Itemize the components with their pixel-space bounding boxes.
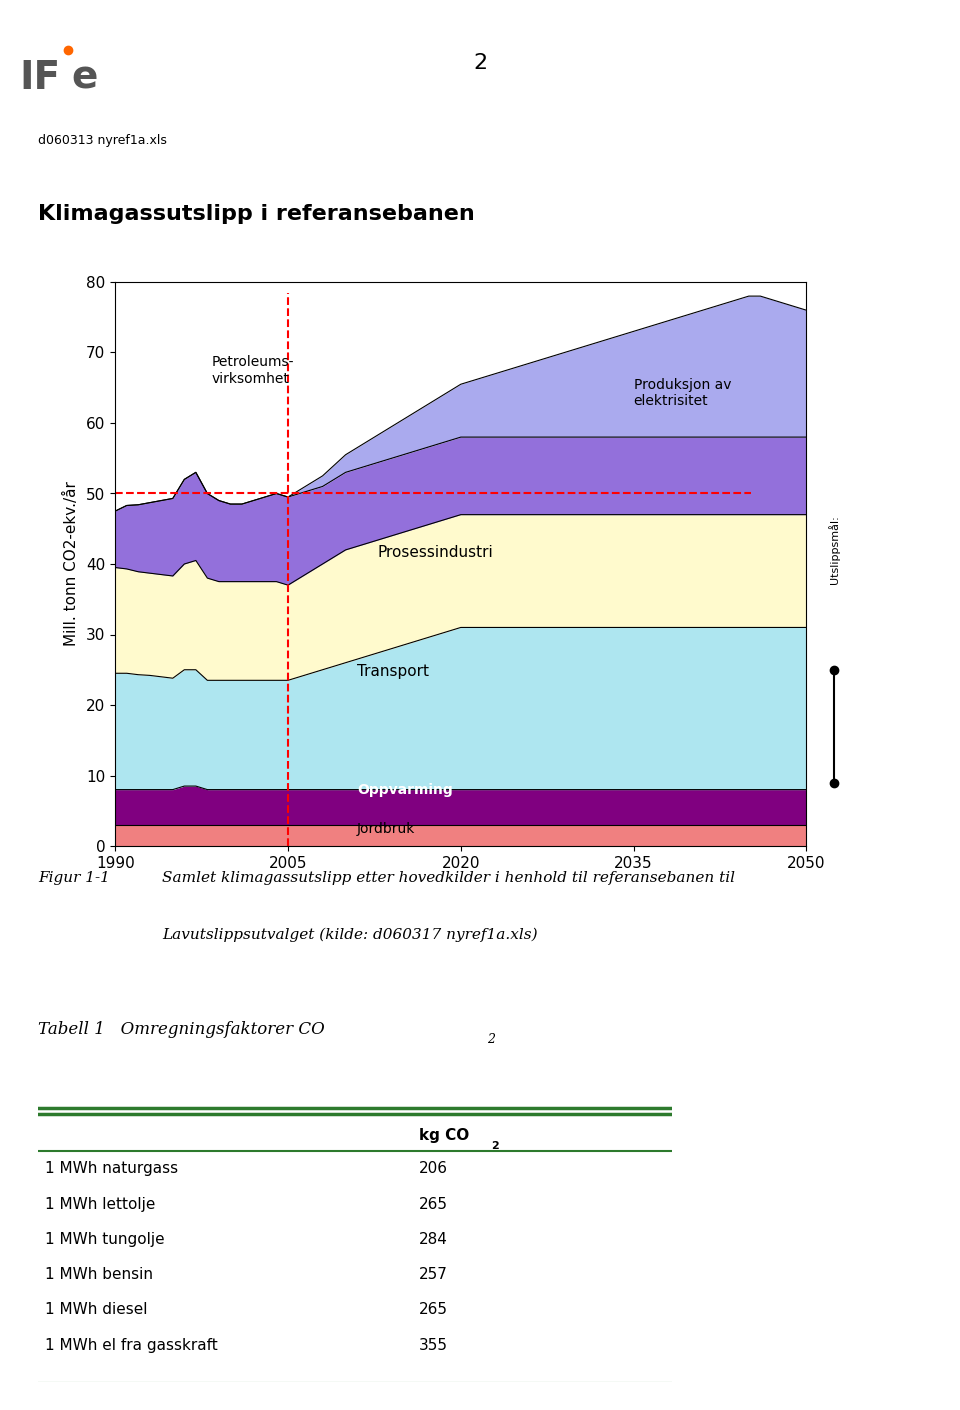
Text: 206: 206 <box>419 1162 447 1176</box>
Text: kg CO: kg CO <box>419 1128 468 1142</box>
Text: Transport: Transport <box>357 664 429 678</box>
Text: 1 MWh tungolje: 1 MWh tungolje <box>45 1232 164 1246</box>
Text: Lavutslippsutvalget (kilde: d060317 nyref1a.xls): Lavutslippsutvalget (kilde: d060317 nyre… <box>162 928 538 942</box>
Text: Jordbruk: Jordbruk <box>357 822 416 836</box>
Text: 265: 265 <box>419 1197 447 1211</box>
Text: 2: 2 <box>492 1141 499 1152</box>
Text: 2: 2 <box>487 1032 495 1046</box>
Text: 1 MWh diesel: 1 MWh diesel <box>45 1303 147 1317</box>
Text: Samlet klimagassutslipp etter hovedkilder i henhold til referansebanen til: Samlet klimagassutslipp etter hovedkilde… <box>162 871 735 885</box>
Text: 265: 265 <box>419 1303 447 1317</box>
Text: Oppvarming: Oppvarming <box>357 783 453 797</box>
Y-axis label: Mill. tonn CO2-ekv./år: Mill. tonn CO2-ekv./år <box>64 482 79 646</box>
Text: Petroleums-
virksomhet: Petroleums- virksomhet <box>212 355 295 385</box>
Text: 1 MWh naturgass: 1 MWh naturgass <box>45 1162 178 1176</box>
Text: 257: 257 <box>419 1268 447 1282</box>
Text: Utslippsmål:: Utslippsmål: <box>828 516 840 584</box>
Text: 2: 2 <box>473 54 487 73</box>
Text: Tabell 1   Omregningsfaktorer CO: Tabell 1 Omregningsfaktorer CO <box>38 1021 325 1038</box>
Text: 355: 355 <box>419 1338 447 1352</box>
Text: 284: 284 <box>419 1232 447 1246</box>
Text: Figur 1-1: Figur 1-1 <box>38 871 110 885</box>
Text: Klimagassutslipp i referansebanen: Klimagassutslipp i referansebanen <box>38 204 475 224</box>
Text: Produksjon av
elektrisitet: Produksjon av elektrisitet <box>634 378 732 407</box>
Text: Prosessindustri: Prosessindustri <box>378 546 493 560</box>
Text: 1 MWh el fra gasskraft: 1 MWh el fra gasskraft <box>45 1338 218 1352</box>
Text: IF: IF <box>19 59 60 96</box>
Text: 1 MWh bensin: 1 MWh bensin <box>45 1268 153 1282</box>
Text: 1 MWh lettolje: 1 MWh lettolje <box>45 1197 156 1211</box>
Text: d060313 nyref1a.xls: d060313 nyref1a.xls <box>38 134 167 147</box>
Text: e: e <box>71 59 97 96</box>
